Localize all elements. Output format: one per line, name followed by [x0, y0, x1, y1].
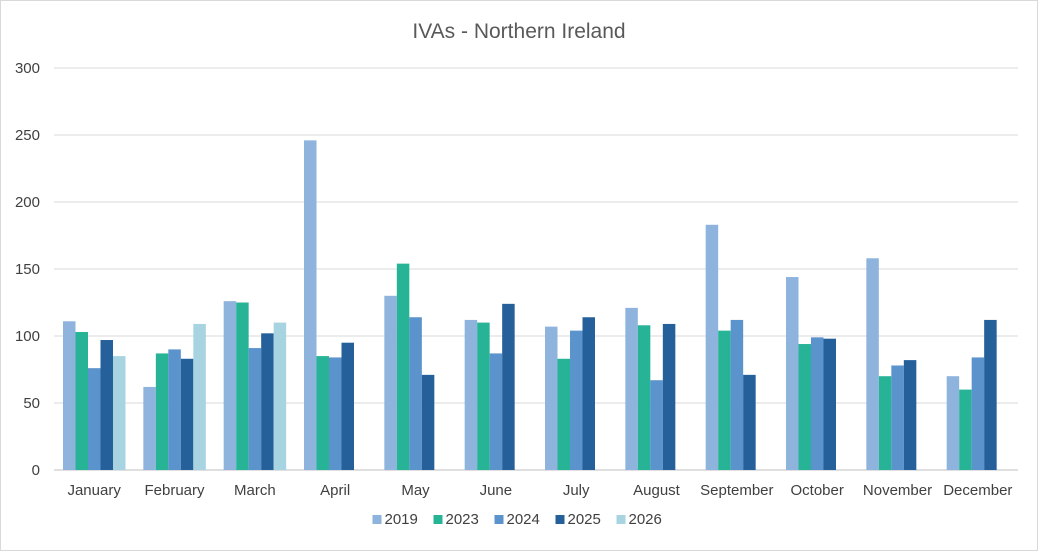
bar-2025-october [823, 338, 836, 470]
bar-2025-november [903, 360, 917, 470]
bar-2025-may [421, 374, 435, 470]
bar-2019-march [223, 301, 237, 470]
bar-2026-february [193, 323, 206, 470]
legend-label-2024: 2024 [507, 511, 540, 528]
bar-2019-june [464, 319, 478, 470]
bar-2024-january [88, 368, 101, 470]
bar-2025-december [984, 319, 997, 470]
x-tick-label: November [863, 482, 932, 499]
x-tick-label: February [144, 482, 205, 499]
bar-2025-september [743, 374, 756, 470]
bar-2019-may [384, 295, 397, 470]
bar-2024-april [329, 357, 342, 470]
x-axis: January February March April May June July Augu… [67, 482, 1012, 499]
legend-swatch-2025 [555, 515, 565, 524]
bar-2023-october [798, 344, 811, 470]
bar-2023-july [557, 358, 570, 470]
bar-2023-august [637, 325, 651, 470]
legend: 2019 2023 2024 2025 2026 [372, 511, 662, 528]
bar-2019-september [705, 224, 719, 470]
bar-2024-february [168, 349, 181, 470]
bar-2025-august [662, 323, 676, 470]
legend-swatch-2024 [494, 515, 504, 524]
bar-2019-february [143, 386, 156, 470]
y-tick-label: 300 [15, 60, 40, 77]
bar-2019-october [786, 277, 799, 470]
bar-2023-november [878, 376, 892, 470]
y-tick-label: 200 [15, 194, 40, 211]
bar-2024-november [891, 365, 904, 470]
bar-2019-december [946, 376, 960, 470]
bar-2019-january [63, 321, 76, 470]
bar-2019-july [545, 326, 558, 470]
x-tick-label: October [790, 482, 843, 499]
bar-2025-april [341, 342, 354, 470]
y-tick-label: 100 [15, 328, 40, 345]
x-tick-label: January [67, 482, 121, 499]
y-tick-label: 50 [23, 395, 40, 412]
y-tick-label: 150 [15, 261, 40, 278]
x-tick-label: April [320, 482, 350, 499]
x-tick-label: December [943, 482, 1012, 499]
legend-label-2025: 2025 [568, 511, 601, 528]
bar-2025-january [100, 340, 113, 470]
bars [63, 140, 997, 471]
bar-2025-march [261, 333, 274, 470]
x-tick-label: March [234, 482, 276, 499]
legend-label-2023: 2023 [446, 511, 479, 528]
bar-2024-october [811, 337, 824, 470]
bar-2019-april [304, 140, 317, 471]
bar-2024-june [489, 353, 503, 470]
legend-swatch-2023 [433, 515, 443, 524]
bar-2024-march [248, 348, 262, 470]
bar-2023-march [236, 302, 249, 470]
y-axis: 0 50 100 150 200 250 300 [15, 60, 40, 479]
chart-title: IVAs - Northern Ireland [412, 20, 625, 43]
x-tick-label: July [563, 482, 590, 499]
bar-2024-may [409, 317, 422, 470]
legend-swatch-2019 [372, 515, 382, 524]
bar-2023-may [396, 263, 410, 470]
bar-2023-june [477, 322, 490, 470]
y-tick-label: 250 [15, 127, 40, 144]
bar-2023-february [155, 353, 169, 470]
bar-2019-november [866, 258, 879, 470]
bar-2025-february [180, 358, 194, 470]
bar-2024-august [650, 380, 663, 470]
bar-2025-june [502, 303, 515, 470]
bar-2023-december [959, 389, 972, 470]
legend-swatch-2026 [616, 515, 626, 524]
x-tick-label: May [401, 482, 430, 499]
legend-label-2026: 2026 [629, 511, 662, 528]
bar-2023-september [718, 330, 731, 470]
x-tick-label: August [633, 482, 681, 499]
bar-2024-december [971, 357, 985, 470]
bar-2023-january [75, 331, 88, 470]
bar-2025-july [582, 317, 595, 470]
y-tick-label: 0 [32, 462, 40, 479]
legend-label-2019: 2019 [385, 511, 418, 528]
gridlines [54, 67, 1018, 471]
bar-2026-march [273, 322, 287, 470]
bar-2024-september [730, 319, 744, 470]
x-tick-label: September [700, 482, 773, 499]
bar-2026-january [113, 356, 126, 470]
x-tick-label: June [480, 482, 513, 499]
bar-2019-august [625, 307, 638, 470]
bar-2024-july [570, 330, 583, 470]
bar-2023-april [316, 356, 329, 470]
